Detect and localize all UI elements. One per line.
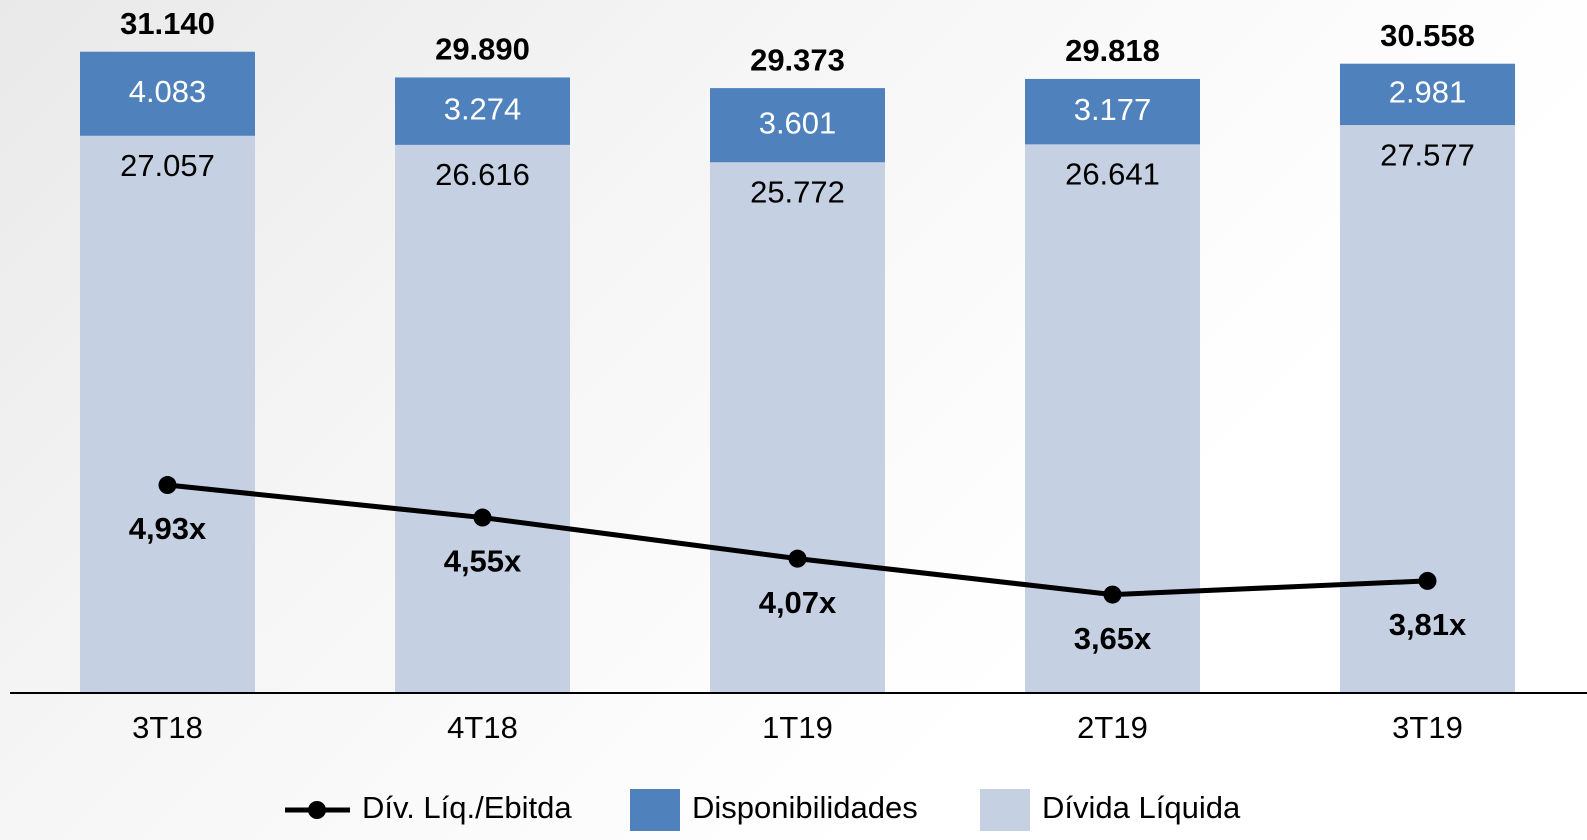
data-label: 27.577 xyxy=(1380,137,1475,172)
x-tick-label: 4T18 xyxy=(447,710,518,745)
bar-segment xyxy=(1340,63,1515,126)
bar-segment xyxy=(1340,125,1515,693)
data-label: 3.177 xyxy=(1074,92,1152,127)
data-label: 27.057 xyxy=(120,148,215,183)
bar-segment xyxy=(395,77,570,145)
line-label: 4,55x xyxy=(444,544,522,579)
bar-segment xyxy=(395,144,570,693)
total-label: 29.818 xyxy=(1065,33,1160,68)
data-label: 4.083 xyxy=(129,74,207,109)
data-label: 26.641 xyxy=(1065,157,1160,192)
bar-segment xyxy=(1025,144,1200,693)
legend-label: Disponibilidades xyxy=(692,790,918,825)
line-marker xyxy=(158,476,177,495)
legend-marker xyxy=(308,801,326,819)
data-label: 3.274 xyxy=(444,91,522,126)
legend-label: Dívida Líquida xyxy=(1042,790,1241,825)
line-label: 3,81x xyxy=(1389,607,1467,642)
legend-swatch xyxy=(630,789,680,831)
line-label: 3,65x xyxy=(1074,621,1152,656)
data-label: 2.981 xyxy=(1389,75,1467,110)
x-tick-label: 3T19 xyxy=(1392,710,1463,745)
line-marker xyxy=(1418,571,1437,590)
x-tick-label: 1T19 xyxy=(762,710,833,745)
x-tick-label: 3T18 xyxy=(132,710,203,745)
line-label: 4,07x xyxy=(759,585,837,620)
total-label: 31.140 xyxy=(120,6,215,41)
total-label: 30.558 xyxy=(1380,18,1475,53)
data-label: 26.616 xyxy=(435,157,530,192)
line-marker xyxy=(473,508,492,527)
data-label: 3.601 xyxy=(759,105,837,140)
data-label: 25.772 xyxy=(750,174,845,209)
legend-label: Dív. Líq./Ebitda xyxy=(362,790,572,825)
legend-swatch xyxy=(980,789,1030,831)
line-label: 4,93x xyxy=(129,511,207,546)
bar-segment xyxy=(710,88,885,163)
bar-segment xyxy=(1025,78,1200,145)
bar-segment xyxy=(80,51,255,136)
bar-segment xyxy=(80,135,255,693)
total-label: 29.373 xyxy=(750,42,845,77)
line-marker xyxy=(788,549,807,568)
line-marker xyxy=(1103,585,1122,604)
total-label: 29.890 xyxy=(435,32,530,67)
x-tick-label: 2T19 xyxy=(1077,710,1148,745)
bar-segment xyxy=(710,162,885,693)
